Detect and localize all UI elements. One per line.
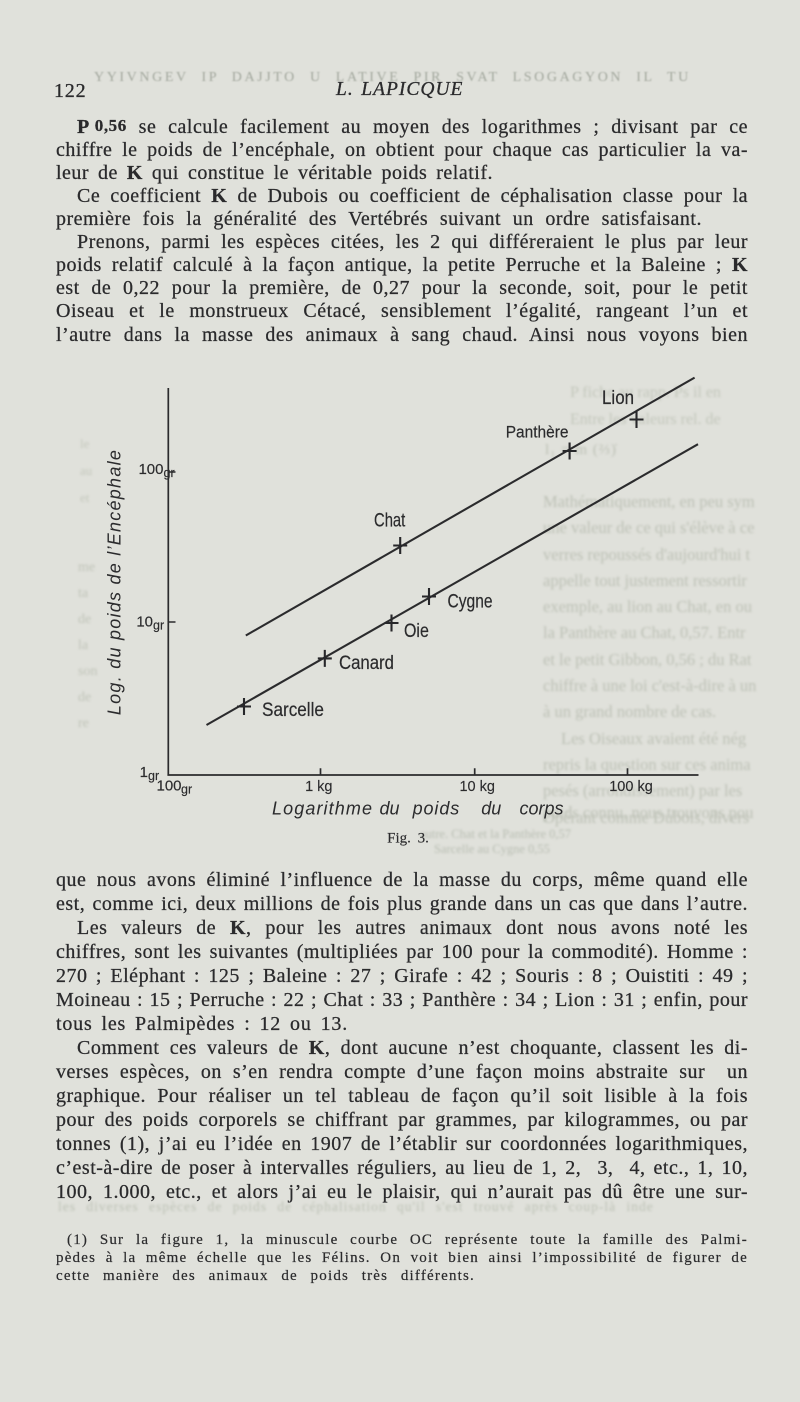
svg-text:gr: gr [181,783,192,797]
svg-text:Lion: Lion [602,386,634,408]
svg-text:gr: gr [148,769,159,783]
svg-text:Cygne: Cygne [448,590,493,612]
svg-text:gr: gr [164,466,175,480]
svg-text:Log. du poids de l’Encéphale: Log. du poids de l’Encéphale [104,449,124,715]
svg-text:10: 10 [136,614,153,631]
svg-text:gr: gr [153,619,164,633]
svg-text:Sarcelle: Sarcelle [262,698,324,720]
svg-text:Chat: Chat [374,509,405,532]
svg-text:Fig. 3.: Fig. 3. [387,831,429,847]
svg-text:Canard: Canard [339,652,394,673]
svg-text:Oie: Oie [404,620,429,642]
svg-text:1: 1 [140,764,148,781]
svg-text:100: 100 [138,461,163,478]
svg-text:100 kg: 100 kg [609,779,653,795]
svg-text:10 kg: 10 kg [459,779,494,795]
svg-text:Panthère: Panthère [506,423,569,442]
svg-text:100: 100 [157,778,182,795]
svg-text:1 kg: 1 kg [305,779,332,795]
